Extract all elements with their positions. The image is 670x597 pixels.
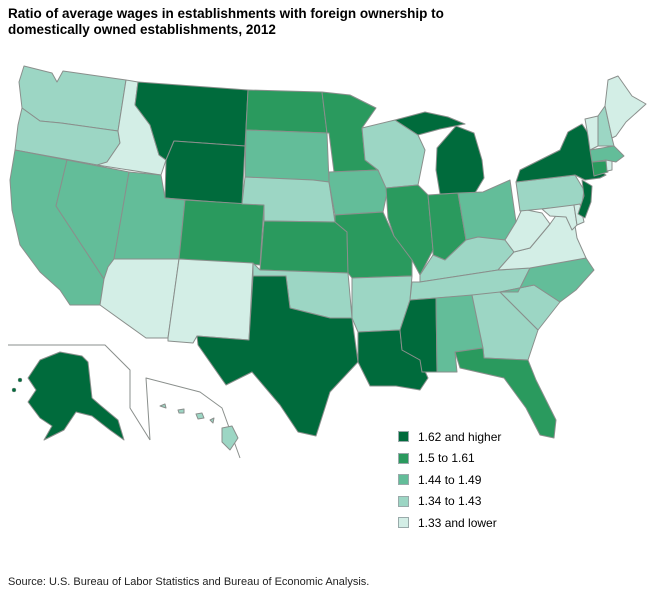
legend-label: 1.62 and higher: [418, 429, 502, 444]
legend-item: 1.5 to 1.61: [398, 448, 501, 470]
legend-item: 1.33 and lower: [398, 512, 501, 534]
legend-swatch-4: [398, 495, 409, 507]
legend: 1.62 and higher 1.5 to 1.61 1.44 to 1.49…: [398, 426, 501, 534]
state-az: [99, 258, 180, 339]
alaska-inset-border: [8, 344, 151, 441]
legend-label: 1.44 to 1.49: [418, 472, 482, 487]
state-ma: [589, 145, 625, 163]
state-ia: [328, 169, 389, 216]
legend-label: 1.5 to 1.61: [418, 451, 475, 466]
legend-item: 1.44 to 1.49: [398, 469, 501, 491]
state-ak: [27, 351, 125, 441]
state-sd: [244, 129, 330, 183]
state-nm: [167, 258, 254, 344]
state-nd: [245, 89, 328, 134]
state-ri: [605, 159, 613, 172]
state-hi: [159, 403, 239, 451]
legend-label: 1.33 and lower: [418, 515, 497, 530]
legend-label: 1.34 to 1.43: [418, 494, 482, 509]
legend-swatch-2: [398, 452, 409, 464]
state-ks: [259, 220, 349, 274]
source-note: Source: U.S. Bureau of Labor Statistics …: [8, 576, 370, 588]
state-nh: [597, 105, 615, 147]
state-wv: [504, 208, 551, 253]
state-wy: [164, 140, 246, 205]
state-ct: [591, 160, 609, 177]
state-fl: [454, 347, 557, 439]
hawaii-inset-border: [145, 377, 241, 459]
state-mi: [394, 111, 485, 195]
state-tx: [196, 275, 359, 437]
map-title: Ratio of average wages in establishments…: [8, 6, 444, 37]
legend-item: 1.62 and higher: [398, 426, 501, 448]
legend-swatch-5: [398, 517, 409, 529]
state-vt: [584, 115, 599, 151]
state-nj: [577, 179, 593, 219]
state-me: [604, 75, 647, 139]
alaska-island: [11, 387, 17, 393]
state-co: [178, 199, 265, 266]
legend-item: 1.34 to 1.43: [398, 491, 501, 513]
legend-swatch-3: [398, 474, 409, 486]
alaska-island: [17, 377, 23, 383]
legend-swatch-1: [398, 431, 409, 443]
